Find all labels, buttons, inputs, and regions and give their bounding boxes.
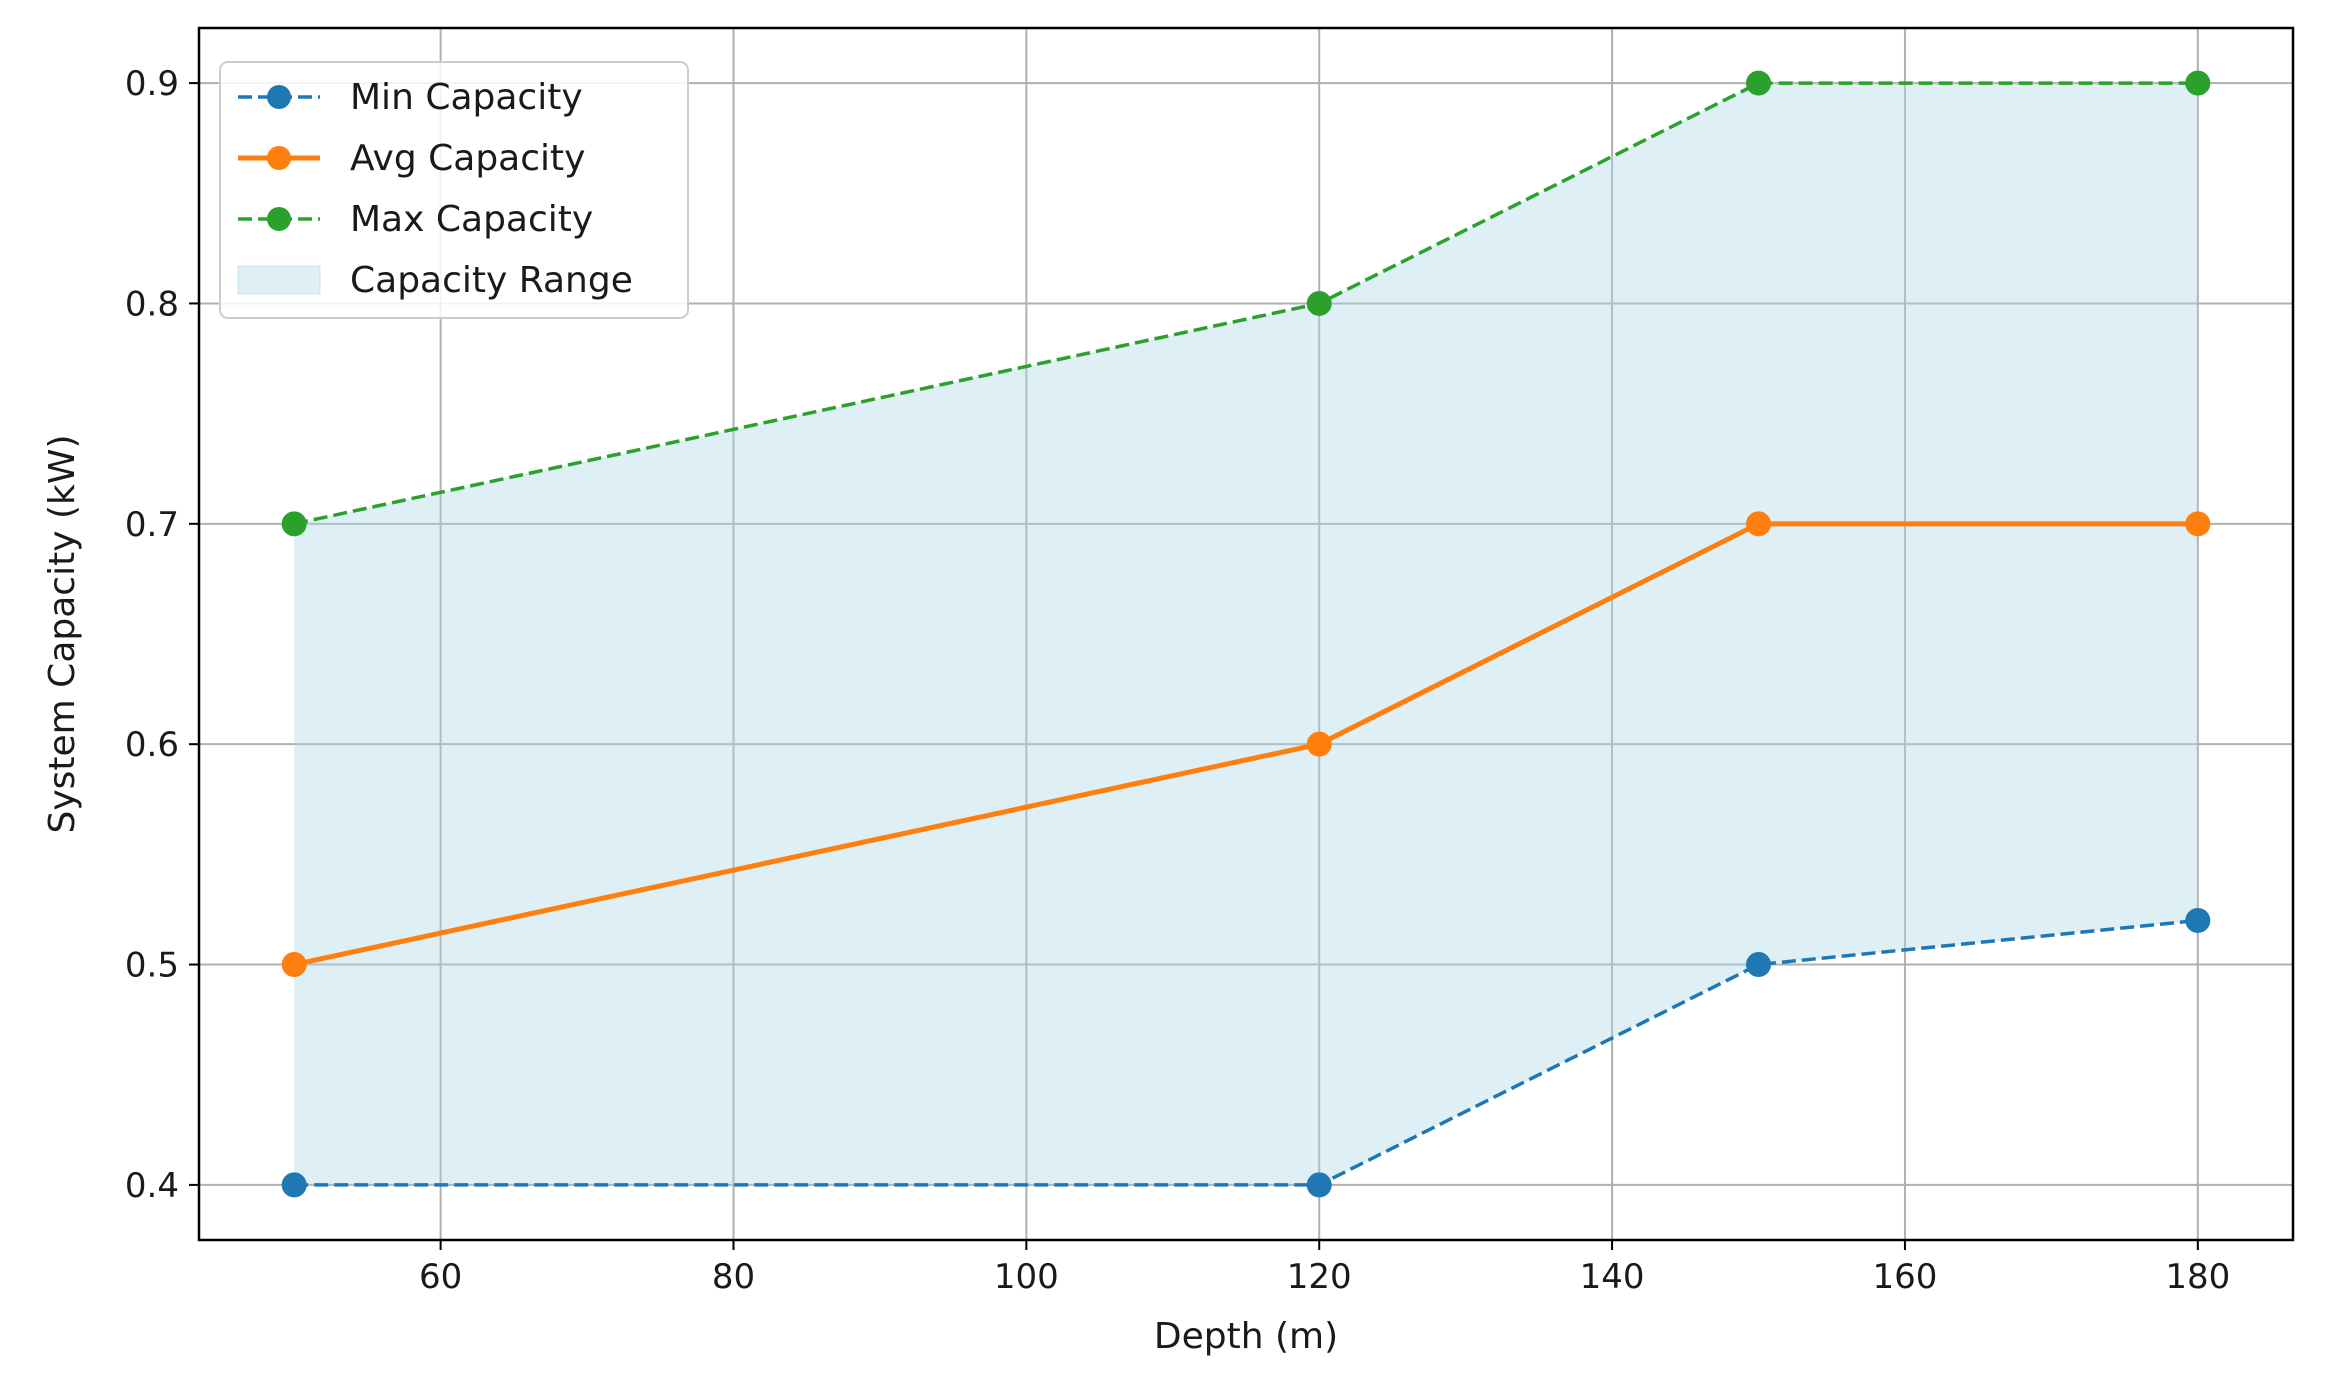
min-capacity-point	[2185, 907, 2211, 933]
axes-frame	[197, 26, 2295, 1242]
x-tick-label: 60	[419, 1257, 462, 1297]
legend-min-capacity-label: Min Capacity	[350, 77, 583, 118]
tick-layer: 60 80 100 120 140 160 180 0.4 0.5 0.6 0.7 0.8 0.9	[125, 64, 2230, 1297]
x-tick-label: 120	[1287, 1257, 1352, 1297]
max-capacity-series	[281, 70, 2211, 537]
min-capacity-point	[1746, 952, 1772, 978]
y-tick-label: 0.5	[125, 946, 179, 986]
min-capacity-series	[281, 907, 2211, 1198]
min-capacity-point	[1306, 1172, 1332, 1198]
series-layer	[281, 70, 2211, 1198]
legend-avg-capacity-label: Avg Capacity	[350, 138, 585, 179]
fill-layer	[294, 83, 2198, 1185]
legend-min-capacity-marker	[267, 85, 291, 109]
legend-max-capacity-label: Max Capacity	[350, 199, 593, 240]
y-tick-label: 0.7	[125, 505, 179, 545]
avg-capacity-line	[293, 521, 2198, 967]
y-tick-label: 0.6	[125, 725, 179, 765]
x-tick-label: 80	[712, 1257, 755, 1297]
legend-avg-capacity-marker	[267, 146, 291, 170]
legend-items: Min Capacity Avg Capacity Max Capacity Capa…	[237, 77, 633, 301]
legend-box	[219, 61, 689, 319]
min-capacity-line	[294, 918, 2198, 1187]
x-axis-label: Depth (m)	[1154, 1316, 1338, 1357]
legend-capacity-range-swatch	[237, 265, 321, 295]
x-tick-label: 160	[1872, 1257, 1937, 1297]
avg-capacity-point	[1306, 731, 1332, 757]
max-capacity-point	[281, 511, 307, 537]
max-capacity-point	[2185, 70, 2211, 96]
avg-capacity-point	[1746, 511, 1772, 537]
legend-capacity-range-label: Capacity Range	[350, 260, 633, 301]
y-tick-label: 0.8	[125, 284, 179, 324]
y-tick-label: 0.9	[125, 64, 179, 104]
avg-capacity-series	[281, 511, 2211, 978]
x-tick-label: 180	[2165, 1257, 2230, 1297]
avg-capacity-point	[281, 952, 307, 978]
avg-capacity-point	[2185, 511, 2211, 537]
max-capacity-point	[1306, 290, 1332, 316]
legend: Min Capacity Avg Capacity Max Capacity Capa…	[219, 61, 689, 319]
x-tick-label: 140	[1580, 1257, 1645, 1297]
min-capacity-point	[281, 1172, 307, 1198]
legend-max-capacity-marker	[267, 207, 291, 231]
y-tick-label: 0.4	[125, 1166, 179, 1206]
x-tick-label: 100	[994, 1257, 1059, 1297]
y-axis-label: System Capacity (kW)	[42, 435, 83, 834]
max-capacity-line	[293, 81, 2198, 526]
max-capacity-point	[1746, 70, 1772, 96]
capacity-range-area	[294, 83, 2198, 1185]
